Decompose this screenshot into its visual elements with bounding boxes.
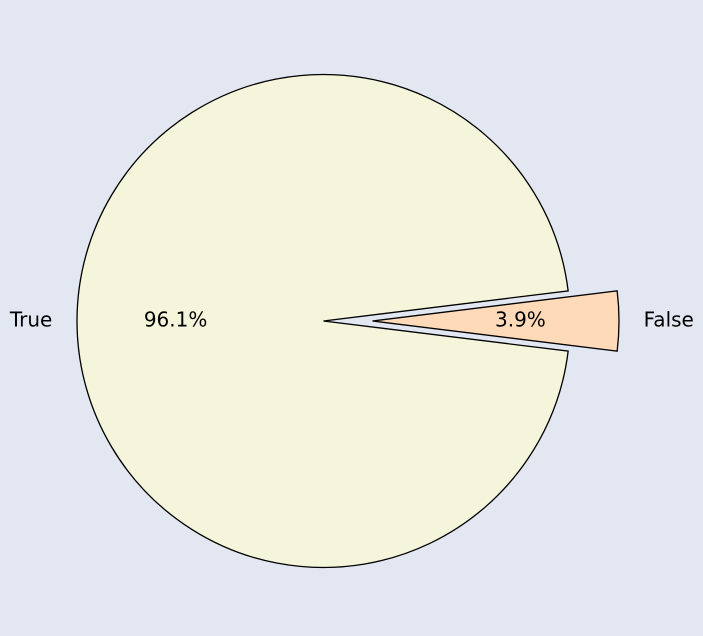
pie-labels: True 96.1% False 3.9% [9, 308, 694, 332]
pie-slices [76, 73, 620, 569]
pie-slice-false [372, 290, 620, 352]
pie-value-label-false: 3.9% [495, 308, 546, 332]
pie-label-true: True [9, 308, 52, 332]
pie-slice-true [76, 73, 569, 569]
pie-label-false: False [644, 308, 694, 332]
pie-value-label-true: 96.1% [144, 308, 208, 332]
